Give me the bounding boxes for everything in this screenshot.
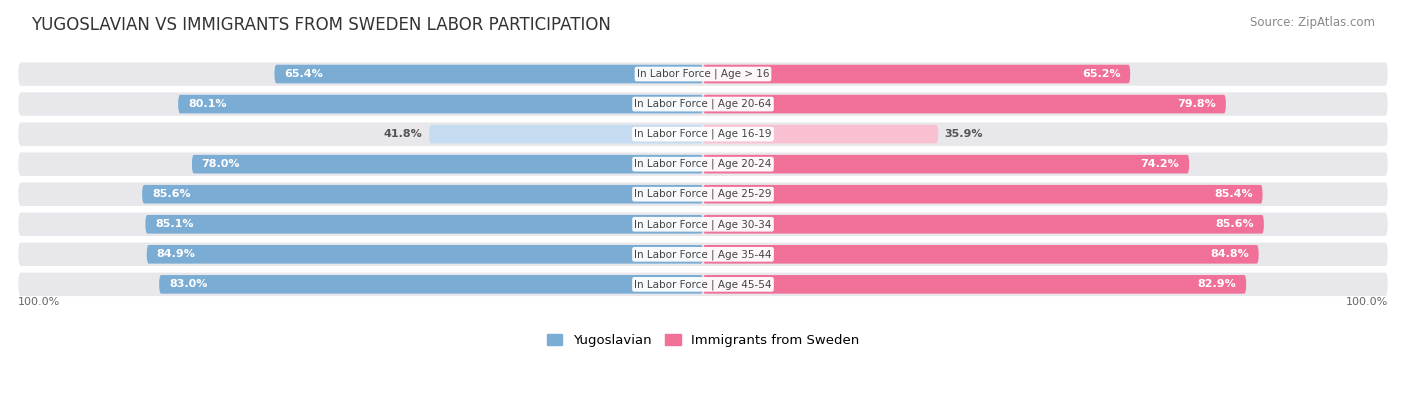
- Text: In Labor Force | Age 35-44: In Labor Force | Age 35-44: [634, 249, 772, 260]
- FancyBboxPatch shape: [703, 275, 1246, 293]
- Text: 84.9%: 84.9%: [156, 249, 195, 259]
- Text: In Labor Force | Age 45-54: In Labor Force | Age 45-54: [634, 279, 772, 290]
- FancyBboxPatch shape: [146, 245, 703, 263]
- Text: In Labor Force | Age 20-64: In Labor Force | Age 20-64: [634, 99, 772, 109]
- Text: In Labor Force | Age 30-34: In Labor Force | Age 30-34: [634, 219, 772, 229]
- Legend: Yugoslavian, Immigrants from Sweden: Yugoslavian, Immigrants from Sweden: [541, 329, 865, 352]
- Text: 41.8%: 41.8%: [384, 129, 423, 139]
- Text: 35.9%: 35.9%: [945, 129, 983, 139]
- Text: 83.0%: 83.0%: [169, 279, 207, 290]
- FancyBboxPatch shape: [159, 275, 703, 293]
- Text: In Labor Force | Age > 16: In Labor Force | Age > 16: [637, 69, 769, 79]
- Text: 85.6%: 85.6%: [152, 189, 191, 199]
- FancyBboxPatch shape: [703, 65, 1130, 83]
- FancyBboxPatch shape: [18, 122, 1388, 146]
- FancyBboxPatch shape: [18, 213, 1388, 236]
- Text: 82.9%: 82.9%: [1198, 279, 1236, 290]
- FancyBboxPatch shape: [18, 152, 1388, 176]
- FancyBboxPatch shape: [18, 273, 1388, 296]
- Text: 65.4%: 65.4%: [284, 69, 323, 79]
- Text: 65.2%: 65.2%: [1081, 69, 1121, 79]
- FancyBboxPatch shape: [703, 185, 1263, 203]
- Text: 100.0%: 100.0%: [18, 297, 60, 307]
- FancyBboxPatch shape: [18, 62, 1388, 86]
- Text: 79.8%: 79.8%: [1177, 99, 1216, 109]
- Text: 74.2%: 74.2%: [1140, 159, 1180, 169]
- Text: In Labor Force | Age 25-29: In Labor Force | Age 25-29: [634, 189, 772, 199]
- FancyBboxPatch shape: [18, 92, 1388, 116]
- FancyBboxPatch shape: [703, 95, 1226, 113]
- Text: 84.8%: 84.8%: [1211, 249, 1249, 259]
- Text: In Labor Force | Age 16-19: In Labor Force | Age 16-19: [634, 129, 772, 139]
- FancyBboxPatch shape: [179, 95, 703, 113]
- FancyBboxPatch shape: [703, 125, 938, 143]
- FancyBboxPatch shape: [274, 65, 703, 83]
- FancyBboxPatch shape: [703, 155, 1189, 173]
- FancyBboxPatch shape: [429, 125, 703, 143]
- Text: 80.1%: 80.1%: [188, 99, 226, 109]
- FancyBboxPatch shape: [18, 182, 1388, 206]
- Text: 85.4%: 85.4%: [1215, 189, 1253, 199]
- Text: In Labor Force | Age 20-24: In Labor Force | Age 20-24: [634, 159, 772, 169]
- FancyBboxPatch shape: [18, 243, 1388, 266]
- Text: 78.0%: 78.0%: [201, 159, 240, 169]
- Text: 100.0%: 100.0%: [1346, 297, 1388, 307]
- Text: YUGOSLAVIAN VS IMMIGRANTS FROM SWEDEN LABOR PARTICIPATION: YUGOSLAVIAN VS IMMIGRANTS FROM SWEDEN LA…: [31, 16, 610, 34]
- FancyBboxPatch shape: [142, 185, 703, 203]
- Text: Source: ZipAtlas.com: Source: ZipAtlas.com: [1250, 16, 1375, 29]
- Text: 85.6%: 85.6%: [1215, 219, 1254, 229]
- FancyBboxPatch shape: [191, 155, 703, 173]
- FancyBboxPatch shape: [703, 245, 1258, 263]
- FancyBboxPatch shape: [145, 215, 703, 233]
- Text: 85.1%: 85.1%: [155, 219, 194, 229]
- FancyBboxPatch shape: [703, 215, 1264, 233]
